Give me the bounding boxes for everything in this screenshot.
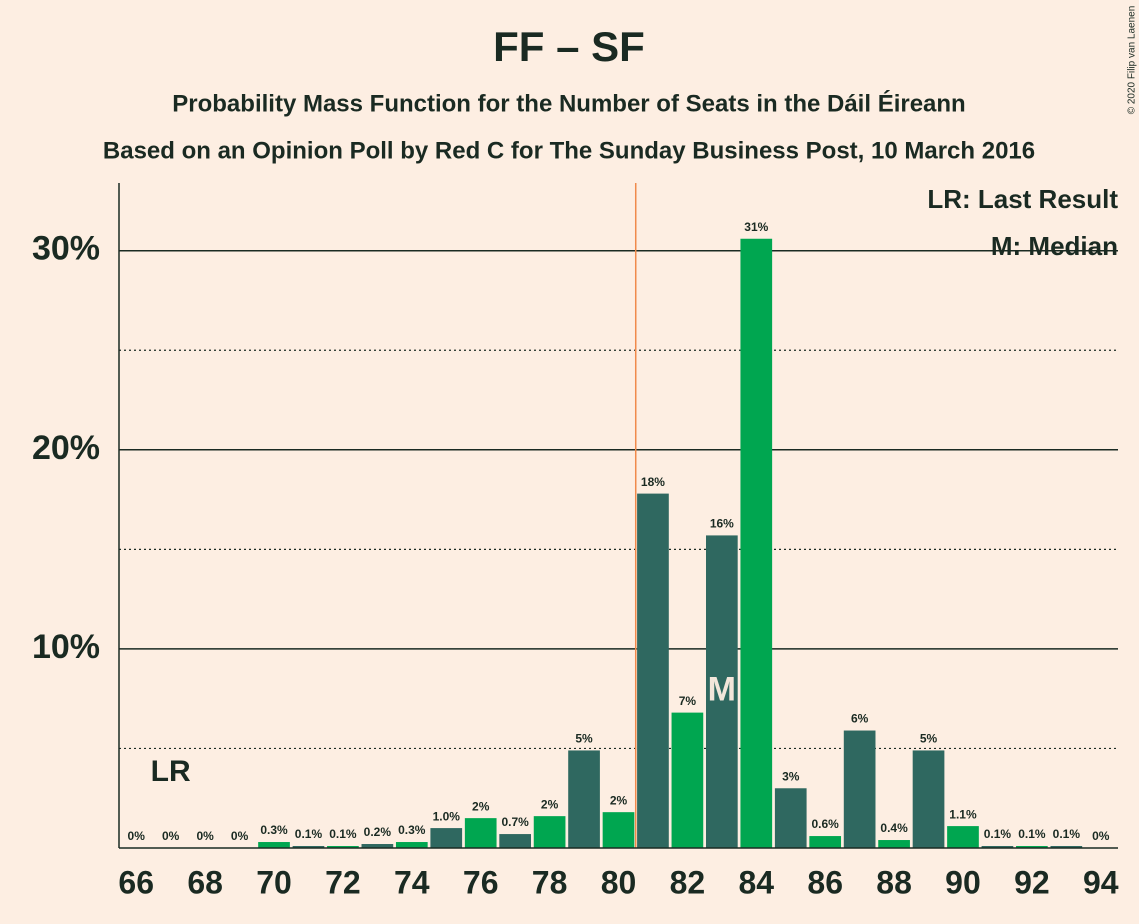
chart-subtitle: Probability Mass Function for the Number… <box>172 89 965 117</box>
data-label: 0.4% <box>880 821 908 835</box>
bar <box>292 846 325 848</box>
y-tick-label: 20% <box>32 429 100 467</box>
x-tick-label: 70 <box>256 864 292 900</box>
data-label: 6% <box>851 712 869 726</box>
x-tick-label: 72 <box>325 864 361 900</box>
bar <box>637 493 669 848</box>
bar <box>740 238 773 848</box>
median-label: M <box>708 671 736 709</box>
data-label: 1.0% <box>433 809 461 823</box>
bar <box>395 842 428 848</box>
data-label: 2% <box>610 793 628 807</box>
data-label: 0.6% <box>812 817 840 831</box>
x-tick-label: 74 <box>394 864 430 900</box>
data-label: 31% <box>744 220 768 234</box>
data-label: 16% <box>710 517 734 531</box>
data-label: 5% <box>920 732 938 746</box>
data-label: 0.1% <box>329 827 357 841</box>
chart-subtitle: Based on an Opinion Poll by Red C for Th… <box>103 137 1035 164</box>
x-tick-label: 80 <box>601 864 637 900</box>
bar <box>602 812 635 848</box>
x-tick-label: 90 <box>945 864 981 900</box>
data-label: 18% <box>641 475 665 489</box>
data-label: 0.3% <box>260 823 288 837</box>
data-label: 2% <box>472 799 490 813</box>
legend-entry: LR: Last Result <box>927 184 1118 214</box>
data-label: 0.1% <box>1018 827 1046 841</box>
data-label: 0.1% <box>984 827 1012 841</box>
x-tick-label: 82 <box>670 864 706 900</box>
data-label: 0% <box>1092 829 1110 843</box>
bar <box>258 842 290 848</box>
data-label: 1.1% <box>949 807 977 821</box>
data-label: 0% <box>231 829 249 843</box>
bar <box>327 846 359 848</box>
bar <box>361 844 394 848</box>
bar <box>705 535 738 848</box>
data-label: 0% <box>128 829 146 843</box>
bar <box>1016 846 1048 848</box>
bar <box>981 846 1014 848</box>
data-label: 0% <box>162 829 180 843</box>
data-label: 0.1% <box>295 827 323 841</box>
x-tick-label: 68 <box>187 864 223 900</box>
bar <box>947 826 979 848</box>
bar <box>568 750 600 848</box>
data-label: 0.1% <box>1053 827 1081 841</box>
legend-entry: M: Median <box>991 231 1118 261</box>
x-tick-label: 66 <box>118 864 154 900</box>
y-tick-label: 30% <box>32 230 100 268</box>
data-label: 5% <box>575 732 593 746</box>
bar <box>843 730 876 848</box>
bar <box>464 818 497 848</box>
bar <box>1050 846 1083 848</box>
data-label: 2% <box>541 797 559 811</box>
chart-title: FF – SF <box>493 23 645 70</box>
copyright: © 2020 Filip van Laenen <box>1127 6 1138 115</box>
data-label: 7% <box>679 694 697 708</box>
x-tick-label: 78 <box>532 864 568 900</box>
data-label: 0.3% <box>398 823 426 837</box>
bar <box>809 836 842 848</box>
x-tick-label: 92 <box>1014 864 1050 900</box>
x-tick-label: 76 <box>463 864 499 900</box>
bar <box>774 788 807 848</box>
bar <box>533 816 566 848</box>
bar <box>499 834 532 848</box>
bar <box>912 750 945 848</box>
last-result-label: LR <box>151 755 191 788</box>
bar <box>671 712 704 848</box>
data-label: 0% <box>196 829 214 843</box>
bar <box>878 840 910 848</box>
x-tick-label: 86 <box>807 864 843 900</box>
x-tick-label: 94 <box>1083 864 1119 900</box>
x-tick-label: 84 <box>738 864 774 900</box>
x-tick-label: 88 <box>876 864 912 900</box>
data-label: 0.7% <box>501 815 529 829</box>
data-label: 3% <box>782 769 800 783</box>
bar <box>430 828 463 848</box>
data-label: 0.2% <box>364 825 392 839</box>
y-tick-label: 10% <box>32 628 100 666</box>
